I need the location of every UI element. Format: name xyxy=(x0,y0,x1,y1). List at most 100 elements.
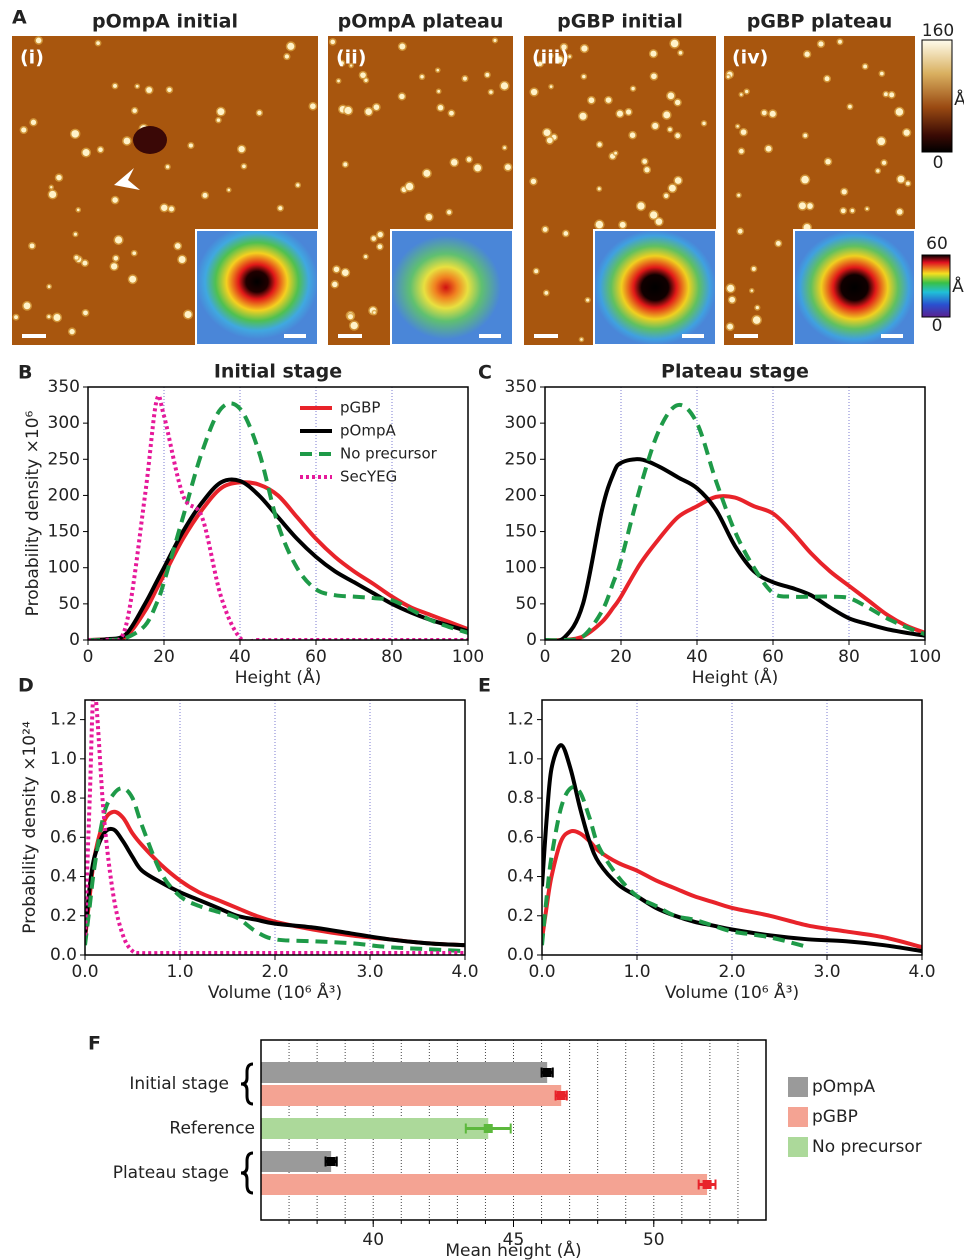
x-axis-label: Mean height (Å) xyxy=(445,1239,581,1260)
afm-particle xyxy=(74,255,79,260)
scale-bar xyxy=(338,334,362,338)
x-tick-label: 0 xyxy=(83,647,94,667)
group-brace xyxy=(240,1151,254,1195)
y-tick-label: 0.0 xyxy=(50,945,77,965)
scale-bar xyxy=(534,334,558,338)
afm-particle xyxy=(642,159,648,164)
afm-particle xyxy=(466,157,472,162)
afm-particle xyxy=(76,208,80,212)
afm-particle xyxy=(629,132,636,138)
plot-frame xyxy=(541,699,923,956)
afm-particle xyxy=(702,121,706,126)
afm-particle xyxy=(637,202,645,210)
x-axis-label: Height (Å) xyxy=(235,666,322,688)
afm-particle xyxy=(803,133,808,138)
afm-particle xyxy=(132,251,137,256)
afm-particle xyxy=(49,190,57,199)
y-tick-label: 300 xyxy=(48,413,80,433)
afm-particle xyxy=(726,75,730,79)
afm-particle xyxy=(737,228,743,234)
series-line xyxy=(88,393,468,640)
afm-particle xyxy=(840,208,846,214)
x-tick-label: 20 xyxy=(153,647,175,667)
afm-particle xyxy=(504,164,511,171)
legend-label: pGBP xyxy=(340,399,380,417)
afm-particle xyxy=(880,71,884,76)
afm-particle xyxy=(178,256,186,263)
afm-particle xyxy=(739,93,743,96)
afm-particle xyxy=(174,243,181,249)
series-line xyxy=(545,402,925,640)
afm-particle xyxy=(113,83,117,88)
afm-particle xyxy=(542,227,548,232)
afm-particle xyxy=(865,207,869,211)
afm-particle xyxy=(727,284,735,292)
pore xyxy=(133,126,167,154)
afm-particle xyxy=(83,310,88,316)
afm-particle xyxy=(167,87,172,93)
y-tick-label: 0 xyxy=(526,630,537,650)
y-tick-label: 350 xyxy=(48,377,80,397)
legend-swatch xyxy=(788,1107,808,1127)
afm-particle xyxy=(69,328,75,335)
afm-particle xyxy=(906,181,910,186)
y-tick-label: 350 xyxy=(505,377,537,397)
afm-particle xyxy=(736,124,739,128)
afm-particle xyxy=(437,89,441,93)
x-tick-label: 20 xyxy=(610,647,632,667)
afm-particle xyxy=(804,51,810,57)
afm-particle xyxy=(739,148,744,154)
afm-particle xyxy=(332,281,338,288)
afm-particle xyxy=(765,145,772,152)
afm-particle xyxy=(146,87,153,93)
series-line xyxy=(542,828,922,950)
series-line xyxy=(85,809,465,948)
afm-particle xyxy=(50,186,53,189)
afm-particle xyxy=(668,184,676,192)
afm-particle xyxy=(35,37,42,44)
plot-frame xyxy=(544,386,926,641)
afm-particle xyxy=(377,231,383,238)
afm-particle xyxy=(838,39,842,44)
y-tick-label: 0.6 xyxy=(507,827,534,847)
afm-particle xyxy=(549,54,553,57)
afm-particle xyxy=(586,298,590,302)
afm-particle xyxy=(447,210,452,215)
afm-particle xyxy=(257,110,262,116)
plot-frame xyxy=(87,386,469,641)
afm-particle xyxy=(405,182,414,191)
afm-particle xyxy=(360,72,366,78)
y-tick-label: 0.4 xyxy=(50,867,77,887)
image-tag: (i) xyxy=(20,47,44,69)
x-tick-label: 60 xyxy=(305,647,327,667)
afm-particle xyxy=(29,243,35,249)
scale-bar xyxy=(734,334,758,338)
afm-particle xyxy=(364,255,368,259)
legend-label: No precursor xyxy=(340,445,438,463)
afm-particle xyxy=(310,103,316,110)
y-axis-label: Probability density ×10²⁴ xyxy=(20,721,40,934)
panel-label: B xyxy=(18,362,32,384)
error-marker xyxy=(542,1068,552,1077)
afm-particle xyxy=(807,203,813,209)
afm-particle xyxy=(674,177,682,184)
y-tick-label: 0.2 xyxy=(50,906,77,926)
legend-label: pOmpA xyxy=(812,1077,876,1097)
image-tag: (iii) xyxy=(532,47,569,69)
y-tick-label: 0.2 xyxy=(507,906,534,926)
afm-particle xyxy=(377,244,383,250)
x-tick-label: 80 xyxy=(838,647,860,667)
afm-particle xyxy=(330,39,336,45)
afm-particle xyxy=(337,79,340,83)
afm-particle xyxy=(287,42,295,50)
afm-particle xyxy=(568,55,572,58)
afm-particle xyxy=(73,232,78,236)
legend-label: pOmpA xyxy=(340,422,396,440)
image-title: pGBP plateau xyxy=(747,11,892,33)
x-tick-label: 2.0 xyxy=(261,962,288,982)
afm-particle xyxy=(563,231,569,236)
afm-particle xyxy=(161,204,168,211)
afm-particle xyxy=(798,202,806,210)
afm-particle xyxy=(47,315,51,319)
